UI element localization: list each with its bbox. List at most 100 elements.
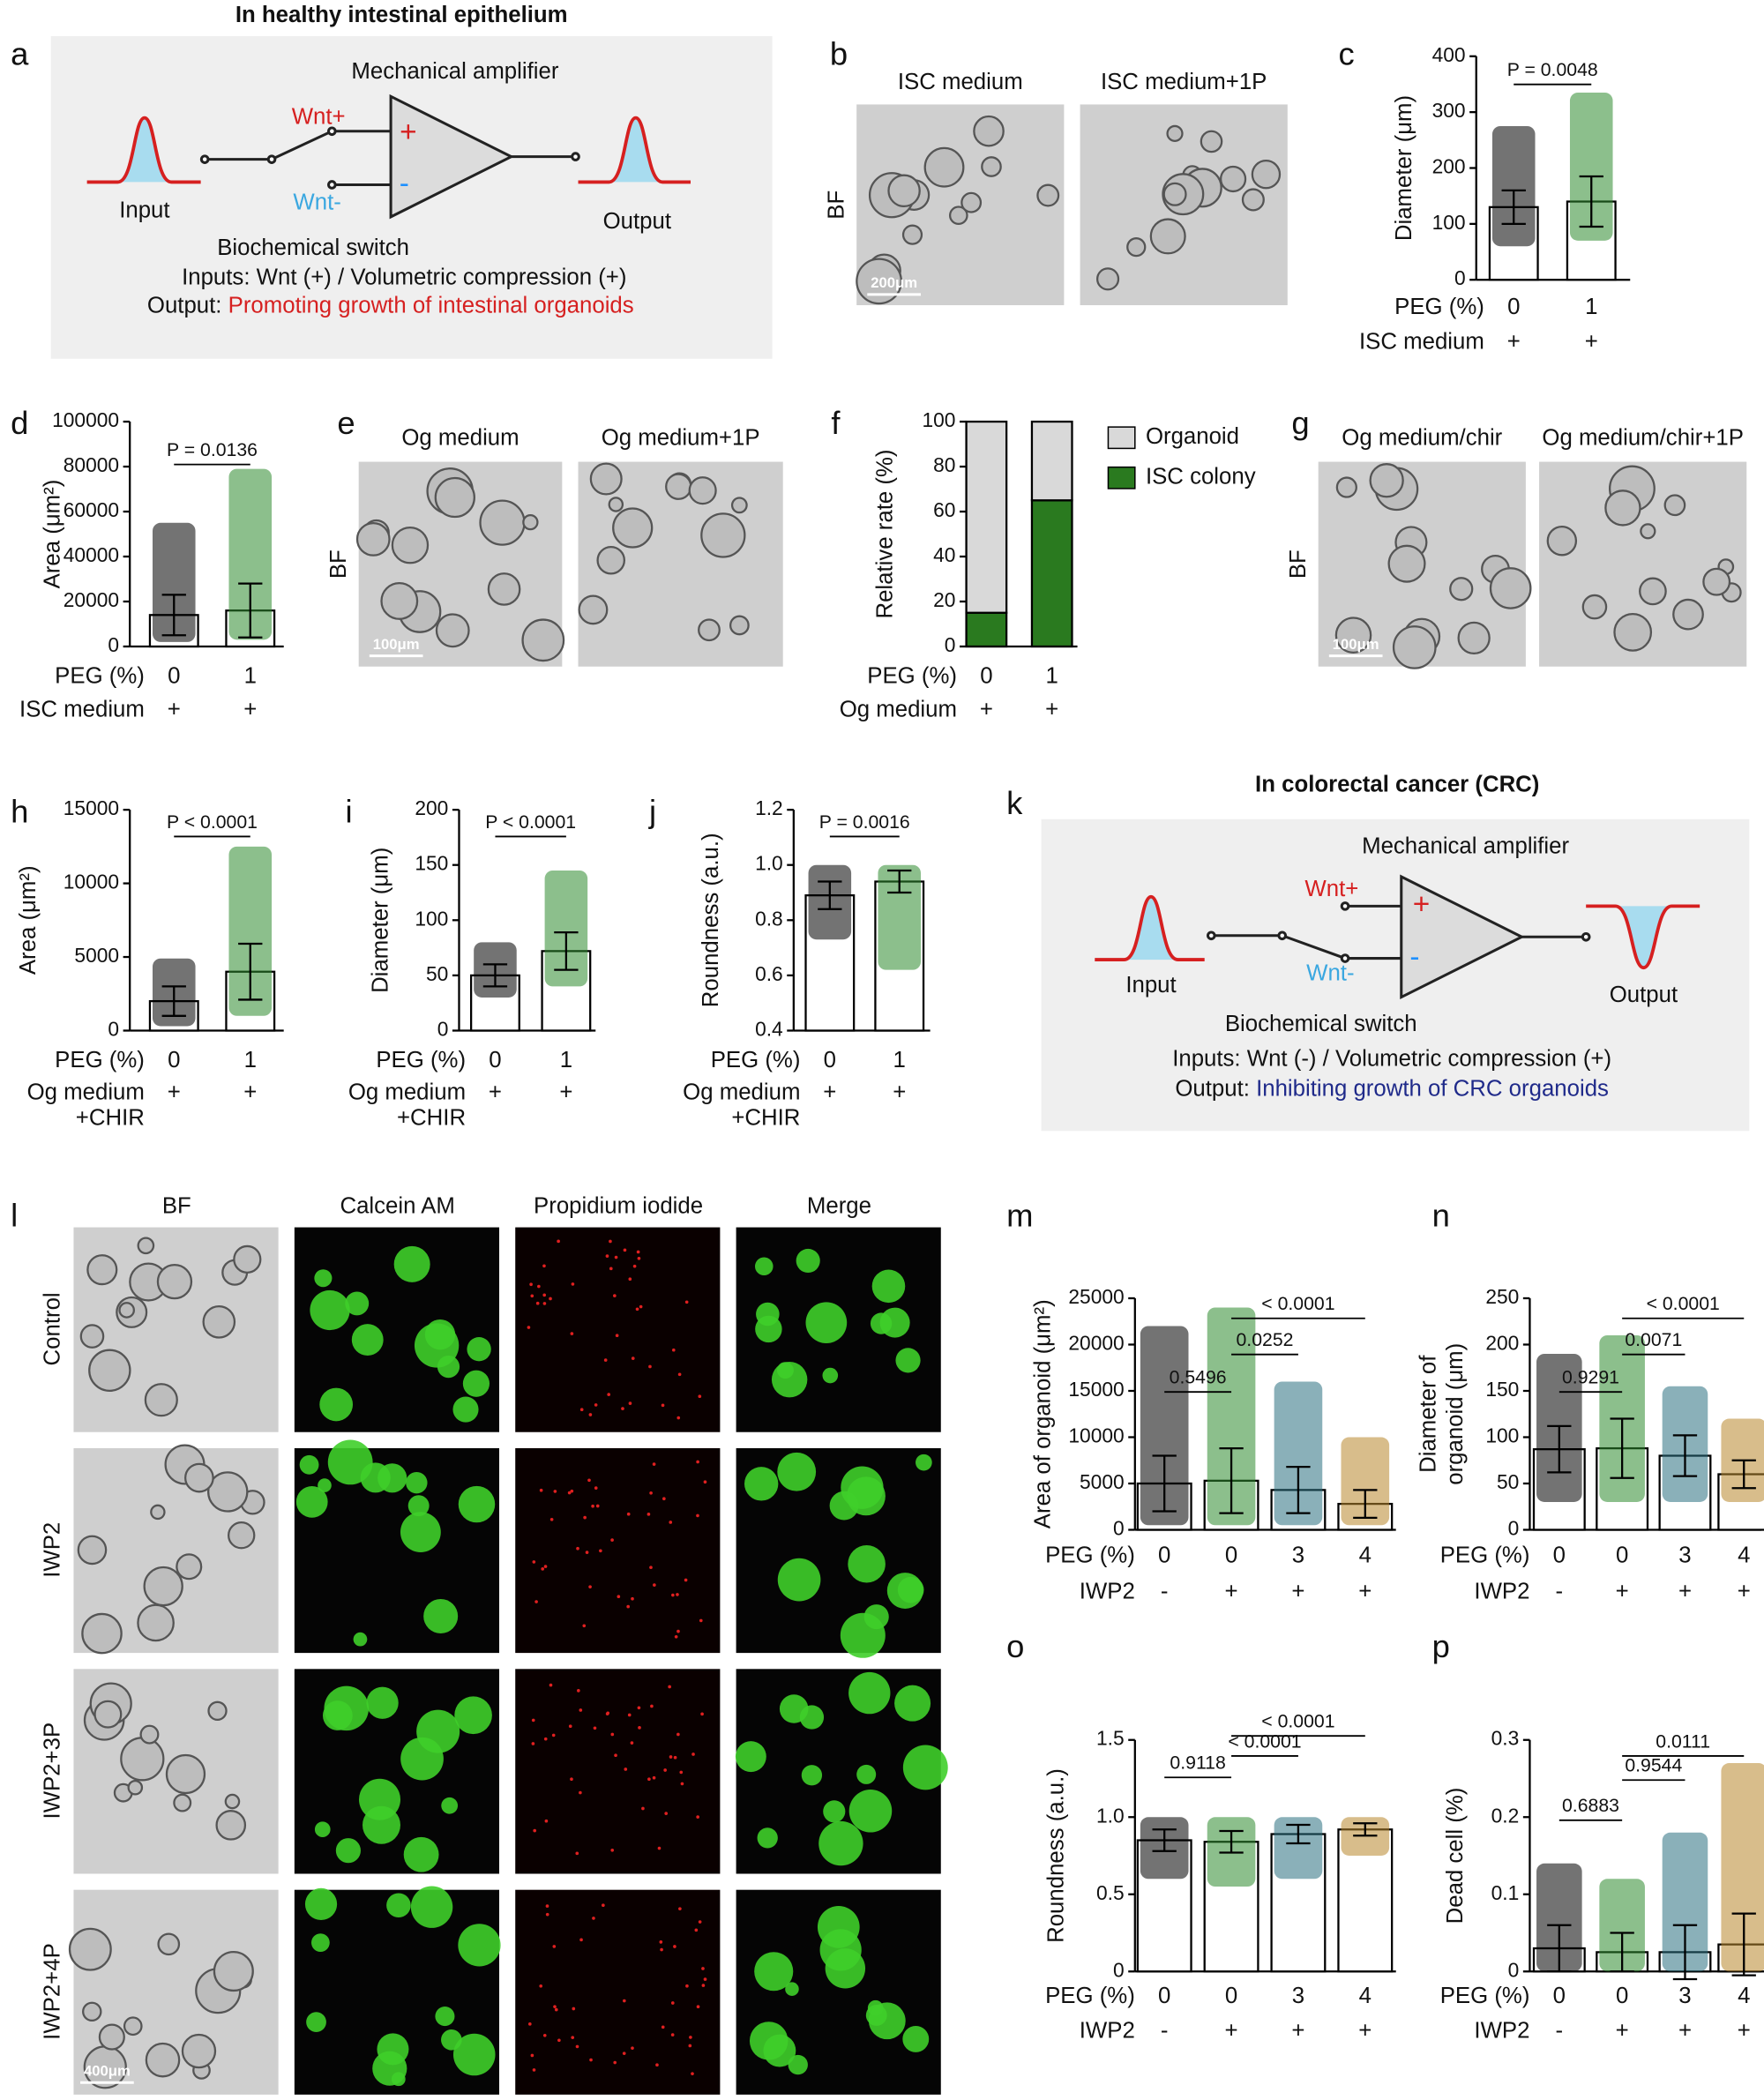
panel-label: e <box>337 405 355 441</box>
dead-cell <box>615 1334 619 1338</box>
organoid <box>314 1821 331 1838</box>
row-value: + <box>893 1080 906 1105</box>
dead-cell <box>542 1293 547 1297</box>
organoid <box>887 174 921 208</box>
dead-cell <box>662 1497 666 1501</box>
error-bar <box>161 594 186 637</box>
organoid <box>351 1324 384 1356</box>
diagram-title: In colorectal cancer (CRC) <box>1255 773 1539 797</box>
dead-cell <box>635 1307 639 1312</box>
error-bar <box>1219 1446 1244 1514</box>
micrograph <box>736 1889 941 2095</box>
organoid <box>380 582 419 620</box>
y-tick-label: 250 <box>1485 1285 1519 1308</box>
micrograph <box>515 1669 721 1874</box>
organoid <box>757 1827 778 1849</box>
dead-cell <box>676 1416 681 1420</box>
amplifier-label: Mechanical amplifier <box>351 59 558 84</box>
organoid <box>1200 130 1223 153</box>
row-value: + <box>980 698 993 722</box>
y-tick-label: 400 <box>1432 43 1466 66</box>
micrograph <box>736 1227 941 1432</box>
input-label: Input <box>119 198 169 223</box>
plus-sign: + <box>1413 888 1430 921</box>
error-bar <box>887 869 912 894</box>
row-value: + <box>243 1080 257 1105</box>
organoid <box>902 2025 930 2052</box>
dead-cell <box>553 2005 557 2009</box>
row-value: + <box>559 1080 572 1105</box>
dead-cell <box>671 1348 676 1352</box>
input-curve-fill <box>86 117 201 183</box>
organoid <box>901 224 923 245</box>
dead-cell <box>577 1689 580 1693</box>
output-prefix: Output: <box>1175 1076 1250 1101</box>
dead-cell <box>698 1920 702 1924</box>
x-axis-label: PEG (%) <box>1045 1984 1135 2008</box>
dead-cell <box>676 1732 680 1737</box>
dead-cell <box>653 1583 656 1587</box>
image-title: Og medium/chir <box>1342 426 1502 451</box>
minus-sign: - <box>400 167 409 199</box>
dead-cell <box>568 1724 572 1729</box>
dead-cell <box>661 1403 665 1408</box>
organoid <box>948 206 968 226</box>
organoid <box>744 1467 779 1501</box>
dead-cell <box>622 2051 626 2055</box>
organoid <box>202 1305 236 1339</box>
organoid <box>184 1462 214 1493</box>
dead-cell <box>530 1294 534 1298</box>
dead-cell <box>544 1819 549 1823</box>
dead-cell <box>534 1600 538 1603</box>
dead-cell <box>613 2060 617 2065</box>
error-bar <box>1672 1434 1698 1477</box>
y-tick-label: 20000 <box>64 588 119 611</box>
error-bar <box>1286 1465 1311 1514</box>
row-label: IWP2 <box>1474 2018 1529 2043</box>
organoid <box>139 1724 160 1745</box>
y-tick-label: 200 <box>415 796 448 819</box>
x-axis-label: PEG (%) <box>1440 1984 1530 2008</box>
organoid <box>763 2034 796 2067</box>
scale-bar-label: 200μm <box>871 274 917 291</box>
dead-cell <box>668 1685 671 1689</box>
organoid <box>233 1244 262 1274</box>
data-point-spread <box>1721 1763 1764 1972</box>
micrograph <box>515 1889 721 2095</box>
micrograph <box>856 104 1065 306</box>
organoid <box>894 1685 931 1722</box>
diagram-box <box>1041 818 1750 1132</box>
dead-cell <box>605 1712 609 1715</box>
dead-cell <box>655 2063 659 2067</box>
dead-cell <box>543 1737 548 1741</box>
y-tick-label: 1.2 <box>755 796 783 819</box>
output-label: Output <box>603 209 671 234</box>
x-tick-label: 3 <box>1292 1543 1304 1568</box>
p-value: < 0.0001 <box>1261 1293 1334 1314</box>
organoid <box>1036 183 1060 207</box>
image-title: Og medium <box>401 426 519 451</box>
panel-label: l <box>11 1198 18 1234</box>
y-tick-label: 20 <box>933 588 955 611</box>
legend-swatch <box>1107 426 1136 450</box>
organoid <box>846 1476 886 1516</box>
dead-cell <box>527 1326 531 1329</box>
organoid <box>487 572 521 606</box>
dead-cell <box>649 1566 653 1570</box>
y-tick-label: 100 <box>415 907 448 930</box>
dead-cell <box>531 1742 535 1745</box>
output-curve-fill <box>578 117 691 183</box>
organoid <box>755 1315 782 1343</box>
organoid <box>227 1521 256 1550</box>
organoid <box>81 1612 123 1655</box>
dead-cell <box>631 2046 634 2050</box>
y-tick-label: 100 <box>922 408 955 431</box>
dead-cell <box>670 2033 675 2036</box>
row-value: + <box>1585 329 1598 354</box>
x-tick-label: 0 <box>489 1048 501 1072</box>
dead-cell <box>676 1593 679 1596</box>
organoid <box>1457 621 1491 655</box>
organoid <box>145 2042 181 2078</box>
output-curve <box>1586 904 1700 970</box>
organoid <box>1392 625 1437 669</box>
